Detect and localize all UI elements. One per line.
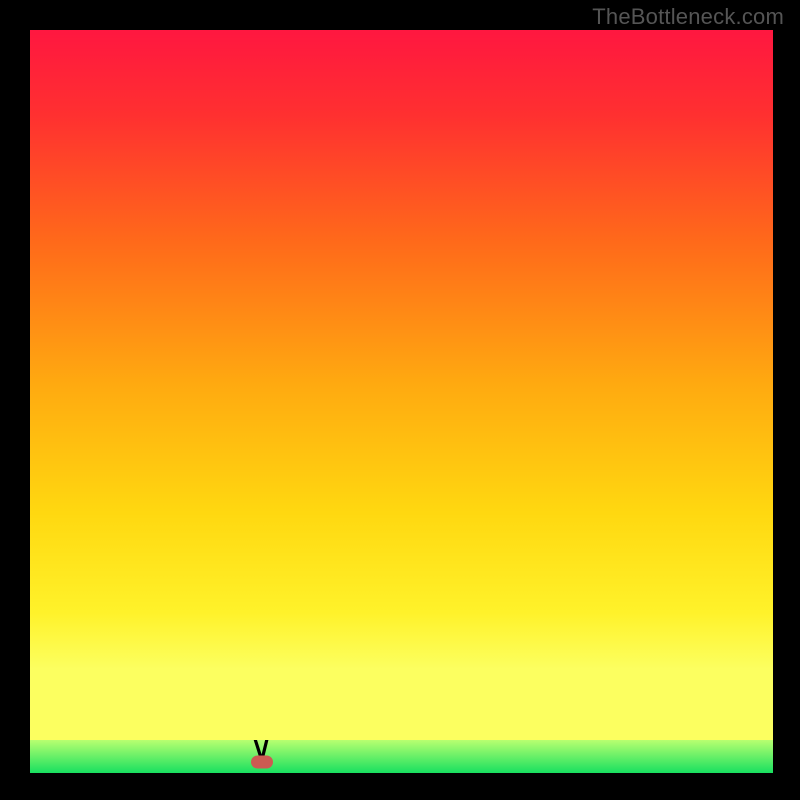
gradient-green-band <box>30 740 773 773</box>
plot-gradient <box>30 30 773 773</box>
gradient-main <box>30 30 773 740</box>
watermark-text: TheBottleneck.com <box>592 4 784 30</box>
gradient-yellow-fade <box>30 676 773 739</box>
vertex-marker <box>251 755 273 768</box>
plot-area <box>30 30 773 773</box>
